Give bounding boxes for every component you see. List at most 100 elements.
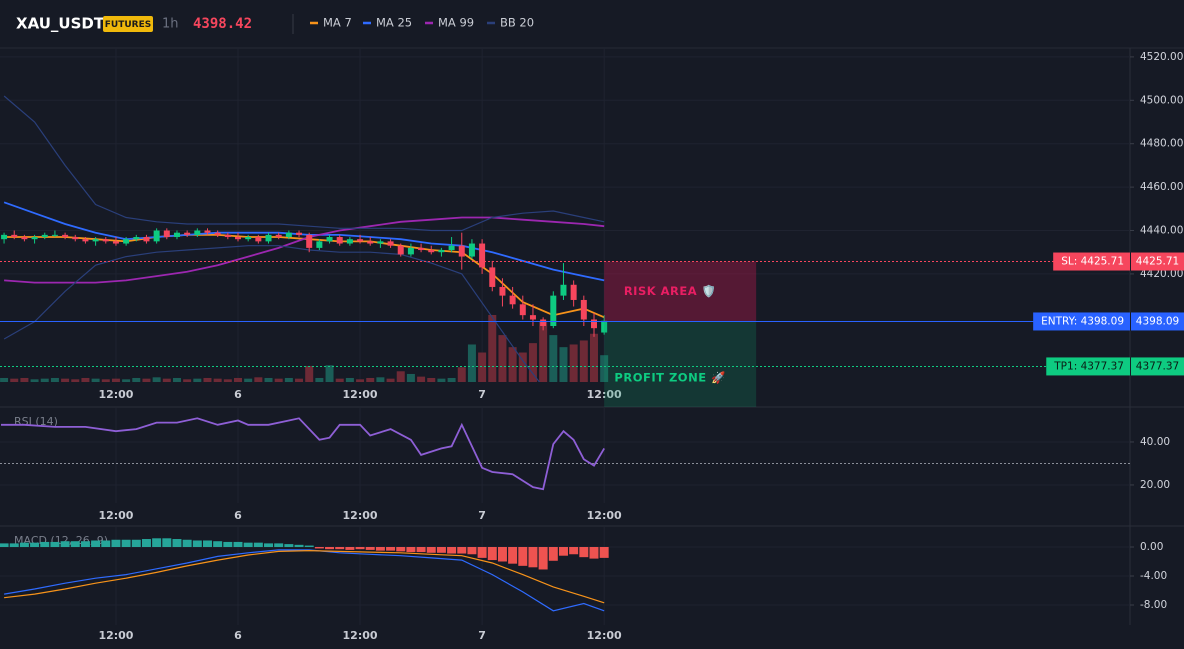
macd-histogram-bar <box>365 547 375 550</box>
candle-body <box>397 245 404 255</box>
macd-histogram-bar <box>335 547 345 550</box>
macd-histogram-bar <box>80 541 90 548</box>
candle-body <box>265 234 272 242</box>
level-label: ENTRY: 4398.09 <box>1041 315 1124 327</box>
y-tick-label: 20.00 <box>1140 479 1170 491</box>
volume-bar <box>0 377 9 382</box>
volume-bar <box>549 335 558 382</box>
volume-bar <box>589 333 598 382</box>
macd-histogram-bar <box>91 540 101 548</box>
macd-histogram-bar <box>111 539 121 548</box>
grid <box>0 48 1130 382</box>
candle-body <box>235 237 242 240</box>
candle-body <box>184 232 191 235</box>
x-tick-label: 12:00 <box>587 629 622 642</box>
macd-histogram-bar <box>406 547 416 553</box>
macd-histogram-bar <box>162 538 172 548</box>
macd-histogram-bar <box>284 544 294 548</box>
candle-body <box>1 234 8 240</box>
volume-bar <box>71 379 80 382</box>
volume-bar <box>40 378 49 382</box>
macd-histogram-bar <box>416 547 426 553</box>
volume-bar <box>91 378 100 382</box>
macd-histogram-bar <box>213 541 223 548</box>
volume-bar <box>498 335 507 382</box>
candle-body <box>21 237 28 240</box>
candle-body <box>560 284 567 296</box>
macd-histogram-bar <box>447 547 457 554</box>
macd-histogram-bar <box>9 543 19 548</box>
macd-histogram-bar <box>274 543 284 548</box>
volume-bar <box>488 315 497 382</box>
level-price-tag <box>1131 357 1184 376</box>
macd-histogram-bar <box>487 547 497 561</box>
candle-body <box>51 234 58 236</box>
volume-bar <box>345 377 354 382</box>
legend-label: MA 7 <box>323 16 352 30</box>
volume-bar <box>559 347 568 382</box>
macd-histogram-bar <box>304 545 314 548</box>
macd-histogram-bar <box>192 540 202 548</box>
volume-bar <box>427 377 436 382</box>
volume-bar <box>366 377 375 382</box>
candle-body <box>41 234 48 238</box>
x-tick-label: 6 <box>234 509 242 522</box>
volume-bar <box>600 355 609 382</box>
macd-histogram-bar <box>345 547 355 550</box>
candle-body <box>255 237 262 242</box>
candle-body <box>163 230 170 238</box>
volume-bar <box>447 377 456 382</box>
y-tick-label: 40.00 <box>1140 436 1170 448</box>
y-tick-label: -4.00 <box>1140 570 1167 582</box>
volume-bar <box>315 377 324 382</box>
x-tick-label: 12:00 <box>343 388 378 401</box>
macd-histogram-bar <box>121 539 131 548</box>
candle-body <box>387 241 394 246</box>
candle-body <box>296 232 303 235</box>
x-tick-label: 12:00 <box>343 629 378 642</box>
volume-bar <box>437 378 446 382</box>
macd-histogram-bar <box>558 547 568 556</box>
y-tick-label: 4460.00 <box>1140 181 1183 193</box>
x-tick-label: 7 <box>478 509 486 522</box>
candle-body <box>133 237 140 240</box>
volume-bar <box>579 340 588 382</box>
level-price-tag <box>1131 252 1184 271</box>
level-label-box <box>1033 312 1130 331</box>
macd-histogram-bar <box>101 540 111 548</box>
candle-body <box>102 239 109 242</box>
volume-bar <box>478 352 487 382</box>
macd-histogram-bar <box>508 547 518 564</box>
macd-histogram-bar <box>264 543 274 548</box>
candle-body <box>336 237 343 244</box>
candle-body <box>590 319 597 329</box>
macd-histogram-bar <box>355 547 365 550</box>
candle-body <box>123 239 130 244</box>
volume-bar <box>213 378 222 382</box>
volume-bar <box>30 379 39 382</box>
macd-histogram-bar <box>599 547 609 558</box>
volume-bar <box>406 373 415 382</box>
volume-bar <box>376 377 385 382</box>
macd-histogram-bar <box>325 547 335 550</box>
macd-histogram-bar <box>30 542 40 548</box>
volume-bar <box>274 378 283 382</box>
x-tick-label: 12:00 <box>98 629 133 642</box>
candle-body <box>194 230 201 235</box>
x-tick-label: 7 <box>478 388 486 401</box>
x-tick-label: 12:00 <box>98 509 133 522</box>
volume-bar <box>193 378 202 382</box>
candle-body <box>204 230 211 233</box>
volume-bar <box>539 321 548 382</box>
volume-bar <box>50 377 59 382</box>
macd-histogram-bar <box>172 539 182 548</box>
x-tick-label: 12:00 <box>98 388 133 401</box>
macd-histogram-bar <box>477 547 487 558</box>
volume-bar <box>183 379 192 382</box>
candle-body <box>499 286 506 296</box>
x-tick-label: 6 <box>234 388 242 401</box>
macd-histogram-bar <box>0 543 9 548</box>
macd-histogram-bar <box>396 547 406 552</box>
volume-bar <box>386 378 395 382</box>
candle-body <box>11 234 18 238</box>
